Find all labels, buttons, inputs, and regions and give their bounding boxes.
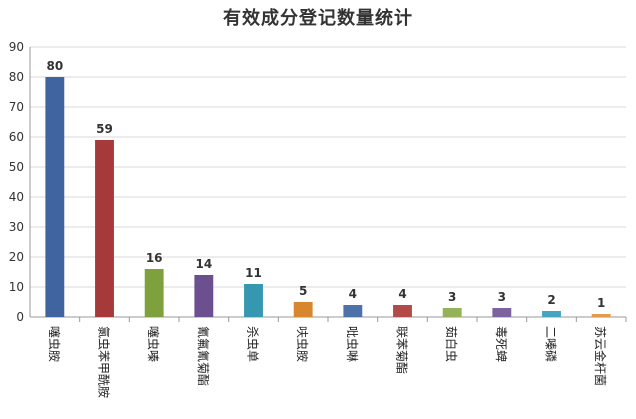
category-label: 苏云金杆菌 [593,326,608,386]
category-label: 吡虫啉 [345,326,359,362]
bar [492,308,512,317]
y-tick-label: 70 [9,100,24,114]
category-label: 氯虫苯甲酰胺 [97,326,111,398]
bar [293,302,313,317]
data-label: 3 [448,290,456,304]
category-label: 二嗪磷 [544,326,559,362]
y-tick-label: 20 [9,250,24,264]
bar [343,305,363,317]
bar [393,305,412,317]
y-tick-label: 40 [9,190,24,204]
data-label: 14 [195,257,212,271]
data-label: 11 [245,266,262,280]
category-label: 呋虫胺 [295,326,309,362]
y-tick-label: 90 [9,40,24,54]
y-tick-label: 10 [9,280,24,294]
bar [442,308,462,317]
data-label: 2 [547,293,555,307]
data-label: 5 [299,284,307,298]
bar [144,269,164,317]
bar [194,275,214,317]
y-tick-label: 80 [9,70,24,84]
data-label: 1 [597,296,605,310]
y-tick-label: 60 [9,130,24,144]
data-label: 59 [96,122,113,136]
bar [591,314,611,317]
bar [95,140,114,317]
category-label: 杀虫单 [246,326,261,362]
bar [244,284,263,317]
y-tick-label: 0 [16,310,24,324]
data-label: 16 [146,251,163,265]
y-tick-label: 50 [9,160,24,174]
data-label: 4 [398,287,406,301]
category-label: 茹白虫 [444,326,459,362]
chart-title: 有效成分登记数量统计 [223,8,413,29]
category-label: 联苯菊酯 [395,326,409,374]
data-label: 80 [46,59,63,73]
y-tick-label: 30 [9,220,24,234]
category-label: 噻虫胺 [47,326,62,362]
bar [542,311,561,317]
category-label: 毒死蜱 [494,326,509,362]
category-label: 噻虫嗪 [146,326,161,362]
category-label: 氰氟氰菊酯 [196,326,211,386]
data-label: 4 [349,287,357,301]
data-label: 3 [498,290,506,304]
bar [45,77,65,317]
